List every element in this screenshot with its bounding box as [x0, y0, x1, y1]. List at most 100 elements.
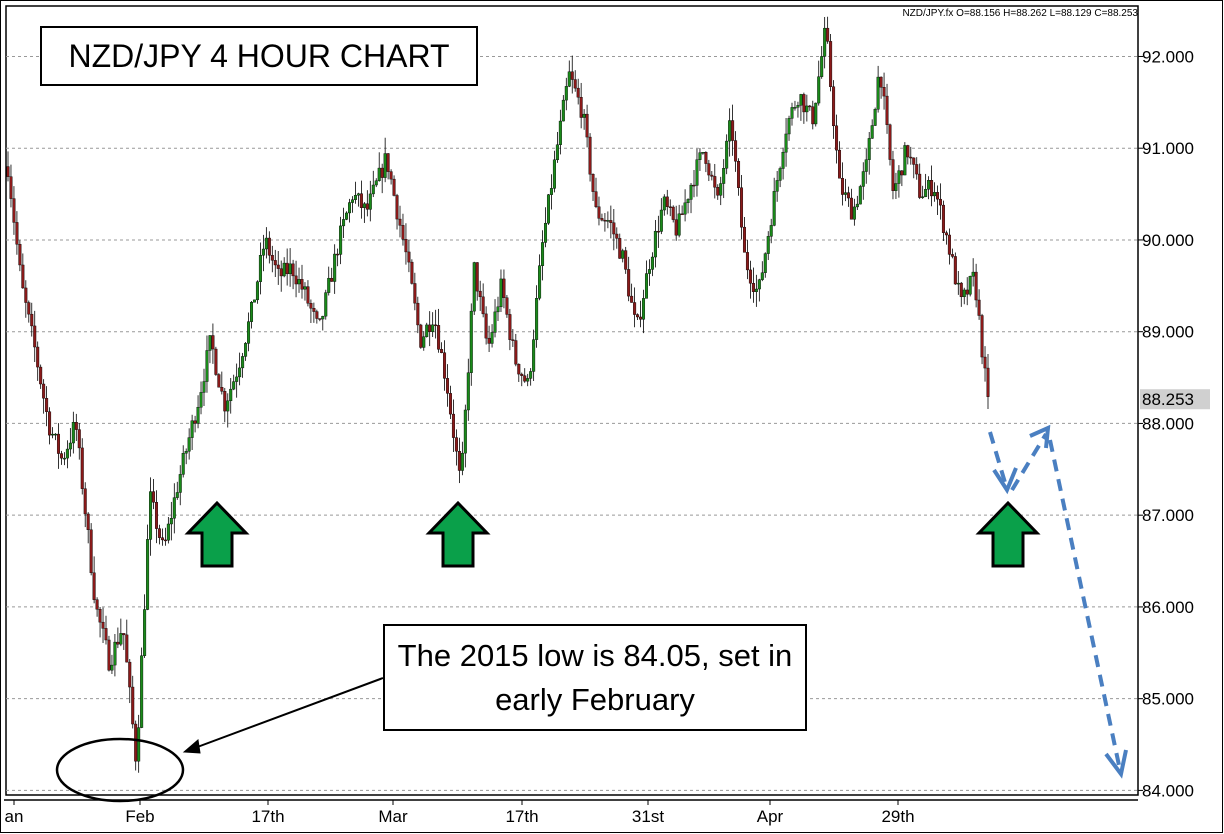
- candle-32: [101, 607, 105, 643]
- candle-body: [190, 420, 194, 438]
- candle-body: [318, 318, 322, 320]
- candle-20: [65, 440, 69, 469]
- candle-body: [42, 383, 46, 399]
- candle-body: [472, 262, 476, 312]
- candle-body: [900, 170, 904, 176]
- x-tick-label-2: 17th: [251, 807, 284, 826]
- candle-body: [172, 497, 176, 519]
- candle-320: [956, 271, 960, 295]
- candle-body: [457, 450, 461, 471]
- candle-324: [968, 275, 972, 297]
- y-tick-label-8: 92.000: [1142, 47, 1194, 66]
- candle-133: [401, 213, 405, 246]
- x-tick-label-4: 17th: [505, 807, 538, 826]
- candle-body: [728, 120, 732, 142]
- candle-body: [309, 303, 313, 309]
- candle-body: [885, 95, 889, 125]
- candle-288: [861, 162, 865, 200]
- candle-137: [413, 272, 417, 311]
- candle-body: [823, 27, 827, 57]
- candle-body: [594, 191, 598, 207]
- candle-182: [546, 194, 550, 225]
- candle-247: [740, 175, 744, 240]
- candle-body: [517, 363, 521, 375]
- candle-body: [680, 213, 684, 216]
- candle-body: [731, 120, 735, 141]
- candle-body: [558, 120, 562, 145]
- candle-212: [636, 313, 640, 320]
- candle-203: [609, 205, 613, 239]
- candle-body: [383, 153, 387, 178]
- candle-318: [950, 248, 954, 259]
- candle-body: [906, 145, 910, 158]
- candle-146: [440, 342, 444, 354]
- candle-260: [778, 166, 782, 188]
- candle-282: [843, 178, 847, 202]
- candle-body: [187, 437, 191, 452]
- candle-254: [760, 261, 764, 282]
- candle-223: [668, 199, 672, 217]
- candle-307: [918, 163, 922, 200]
- candle-238: [713, 163, 717, 199]
- candle-body: [790, 107, 794, 119]
- candle-body: [223, 391, 227, 412]
- candle-body: [160, 537, 164, 541]
- candle-73: [223, 387, 227, 423]
- candle-body: [888, 124, 892, 160]
- candle-308: [921, 185, 925, 199]
- candle-28: [89, 523, 93, 576]
- candle-body: [33, 325, 37, 348]
- candle-body: [163, 539, 167, 542]
- candle-body: [656, 230, 660, 233]
- candle-214: [642, 289, 646, 334]
- candle-173: [520, 372, 524, 387]
- candle-body: [826, 27, 830, 42]
- candle-body: [169, 518, 173, 525]
- candle-body: [27, 302, 31, 315]
- candle-body: [267, 237, 271, 256]
- candle-body: [567, 71, 571, 87]
- candle-94: [285, 248, 289, 286]
- candle-body: [235, 376, 239, 382]
- candle-283: [846, 186, 850, 207]
- candle-111: [336, 248, 340, 267]
- candle-87: [264, 227, 268, 259]
- candle-body: [413, 283, 417, 304]
- candle-body: [217, 374, 221, 388]
- plot-border: [5, 5, 1139, 796]
- candle-257: [769, 218, 773, 244]
- candle-106: [321, 315, 325, 331]
- candle-209: [627, 256, 631, 302]
- candle-119: [359, 180, 363, 219]
- candle-body: [918, 173, 922, 198]
- candle-121: [365, 190, 369, 217]
- candle-15: [51, 427, 55, 439]
- candle-75: [229, 378, 233, 414]
- candle-315: [941, 200, 945, 242]
- candle-19: [62, 452, 66, 466]
- candle-250: [748, 260, 752, 299]
- candle-116: [350, 196, 354, 213]
- candle-body: [226, 400, 230, 412]
- candle-body: [333, 253, 337, 282]
- candle-body: [306, 286, 310, 304]
- candle-205: [615, 227, 619, 249]
- candle-216: [647, 259, 651, 286]
- candle-body: [778, 168, 782, 181]
- candle-body: [740, 187, 744, 228]
- candle-154: [463, 404, 467, 468]
- candle-7: [27, 300, 31, 323]
- candle-body: [573, 79, 577, 89]
- candle-body: [986, 367, 990, 397]
- candle-body: [59, 453, 63, 459]
- candle-body: [535, 298, 539, 340]
- y-tick-label-0: 84.000: [1142, 781, 1194, 800]
- candle-body: [131, 686, 135, 725]
- candle-274: [820, 46, 824, 79]
- candle-161: [484, 306, 488, 345]
- candle-305: [912, 157, 916, 179]
- candle-body: [104, 628, 108, 641]
- candle-body: [579, 97, 583, 118]
- candle-body: [86, 513, 90, 531]
